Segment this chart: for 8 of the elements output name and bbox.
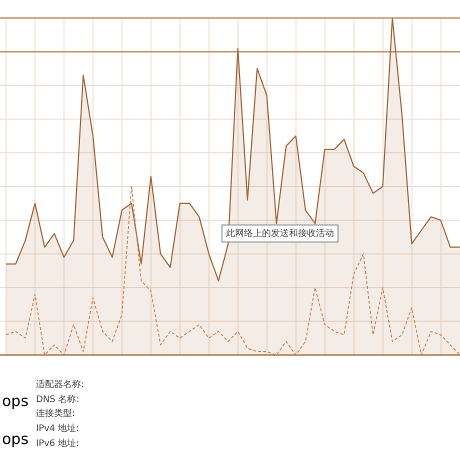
text: DNS 名称: [36,394,80,405]
annotation: 此网络上的发送和接收活动 [226,228,334,239]
text: IPv6 地址: [36,438,80,449]
text: ops [2,392,29,410]
text: IPv4 地址: [36,423,80,434]
text: ops [2,430,29,448]
text: 适配器名称: [36,379,84,390]
text: 连接类型: [36,408,76,419]
